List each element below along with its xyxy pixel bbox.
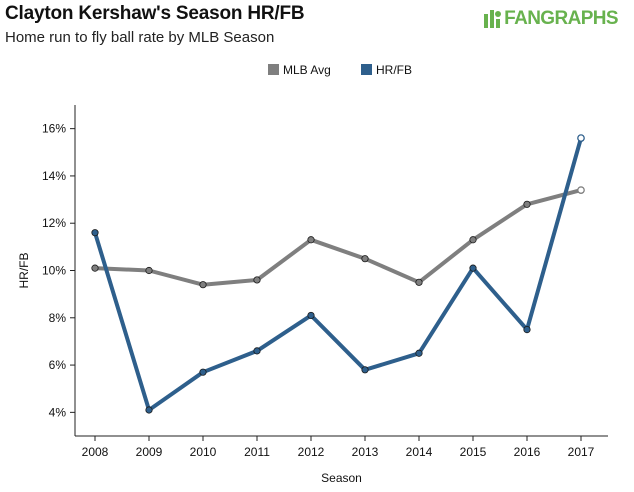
y-tick-label: 12% (42, 216, 66, 230)
legend-swatch (268, 64, 279, 75)
x-tick-label: 2008 (82, 445, 109, 459)
y-axis-title: HR/FB (17, 253, 31, 289)
legend-label: MLB Avg (283, 63, 331, 77)
series-line[interactable] (93, 136, 583, 412)
series-lines (93, 136, 583, 412)
data-point[interactable] (307, 311, 315, 320)
data-point[interactable] (91, 264, 99, 272)
series-points (91, 134, 585, 414)
data-point[interactable] (253, 276, 261, 284)
data-point[interactable] (145, 406, 153, 414)
legend: MLB Avg HR/FB (268, 63, 412, 77)
x-tick-label: 2013 (352, 445, 379, 459)
x-tick-label: 2017 (568, 445, 595, 459)
axes: 4% 6% 8% 10% 12% 14% 16% 2008 2009 2010 2011 2012 20… (17, 105, 608, 485)
fangraphs-logo-icon (484, 10, 502, 28)
chart-title: Clayton Kershaw's Season HR/FB (5, 3, 305, 24)
legend-swatch (361, 64, 372, 75)
data-point[interactable] (145, 266, 153, 275)
data-point[interactable] (199, 368, 207, 376)
data-point[interactable] (577, 134, 585, 142)
data-point[interactable] (253, 347, 261, 355)
data-point[interactable] (577, 186, 585, 194)
x-tick-label: 2016 (514, 445, 541, 459)
data-point[interactable] (307, 236, 315, 244)
data-point[interactable] (361, 366, 369, 374)
data-point[interactable] (415, 278, 423, 286)
data-point[interactable] (361, 255, 369, 263)
y-tick-label: 6% (49, 358, 67, 372)
x-tick-label: 2015 (460, 445, 487, 459)
data-point[interactable] (523, 200, 531, 208)
x-tick-label: 2012 (298, 445, 325, 459)
y-tick-label: 14% (42, 169, 66, 183)
data-point[interactable] (415, 349, 423, 357)
data-point[interactable] (91, 229, 99, 237)
x-tick-label: 2011 (244, 445, 270, 459)
x-axis-title: Season (321, 471, 362, 485)
x-tick-label: 2010 (190, 445, 217, 459)
y-tick-label: 10% (42, 264, 66, 278)
data-point[interactable] (199, 281, 207, 289)
y-tick-label: 8% (49, 311, 67, 325)
legend-label: HR/FB (376, 63, 412, 77)
fangraphs-logo-text: FANGRAPHS (504, 8, 618, 29)
chart-subtitle: Home run to fly ball rate by MLB Season (5, 29, 275, 46)
y-tick-label: 16% (42, 122, 66, 136)
data-point[interactable] (469, 264, 477, 272)
data-point[interactable] (469, 236, 477, 244)
x-tick-label: 2014 (406, 445, 433, 459)
series-line[interactable] (93, 188, 583, 287)
x-tick-label: 2009 (136, 445, 163, 459)
y-tick-label: 4% (49, 405, 67, 419)
data-point[interactable] (523, 326, 531, 334)
fangraphs-logo[interactable]: FANGRAPHS (484, 8, 619, 30)
